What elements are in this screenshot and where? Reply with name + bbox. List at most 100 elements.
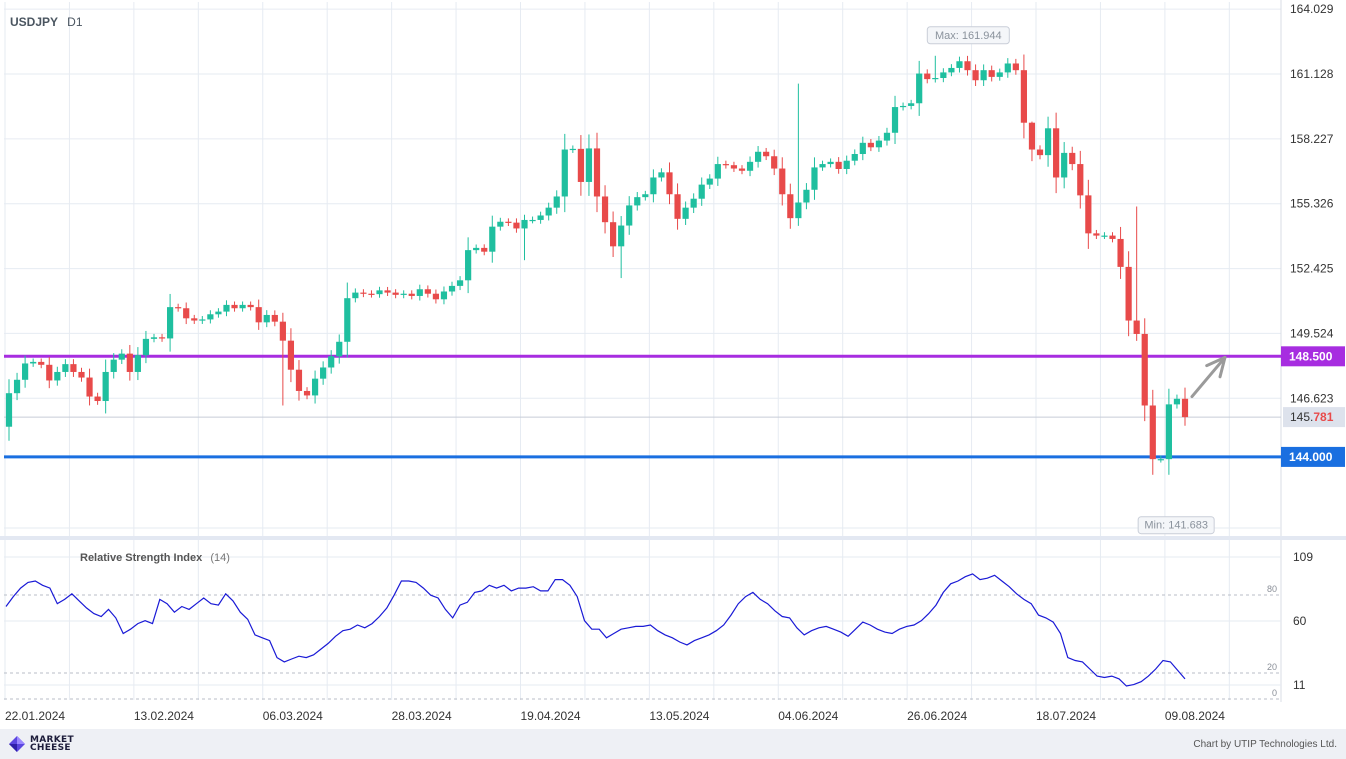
candle bbox=[1004, 58, 1011, 78]
candle bbox=[1044, 116, 1052, 167]
candle-body bbox=[255, 307, 262, 323]
y-tick-label: 158.227 bbox=[1290, 132, 1334, 146]
candle-body bbox=[513, 222, 520, 229]
candle bbox=[553, 190, 560, 214]
candle-body bbox=[62, 364, 69, 372]
candle bbox=[295, 360, 303, 401]
candle-body bbox=[561, 149, 568, 197]
y-tick-label: 161.128 bbox=[1290, 67, 1334, 81]
candle bbox=[118, 349, 125, 365]
candle bbox=[682, 201, 689, 225]
candle bbox=[787, 183, 794, 229]
candle-body bbox=[1004, 63, 1011, 73]
x-tick-label: 26.06.2024 bbox=[907, 709, 967, 723]
candle bbox=[263, 310, 270, 328]
candle bbox=[859, 136, 866, 161]
candle bbox=[948, 64, 955, 77]
candle bbox=[1020, 54, 1028, 139]
rsi-tick-label: 11 bbox=[1293, 678, 1306, 692]
candle-body bbox=[215, 311, 222, 315]
candle bbox=[883, 127, 891, 146]
candle bbox=[698, 177, 705, 206]
candle-body bbox=[1109, 235, 1116, 239]
candle bbox=[142, 330, 150, 364]
candle-body bbox=[1117, 238, 1124, 267]
rsi-tick-label: 109 bbox=[1293, 550, 1313, 564]
forecast-arrow-head bbox=[1205, 355, 1227, 379]
grid: 164.029 161.128 158.227 155.326 152.425 149.5… bbox=[0, 0, 1346, 723]
candle bbox=[972, 64, 979, 86]
candle-body bbox=[867, 142, 874, 148]
candle-body bbox=[754, 151, 762, 162]
candle bbox=[456, 276, 464, 291]
candle bbox=[988, 65, 995, 82]
candle bbox=[384, 286, 391, 297]
candle bbox=[666, 162, 673, 205]
candle-body bbox=[1077, 164, 1084, 196]
candle-body bbox=[851, 154, 858, 161]
candle bbox=[851, 149, 858, 166]
candle-body bbox=[199, 319, 206, 321]
candle bbox=[706, 174, 713, 189]
candle-body bbox=[875, 140, 883, 148]
candle bbox=[561, 133, 568, 213]
candle bbox=[730, 161, 738, 172]
candle-body bbox=[408, 293, 415, 296]
candle bbox=[827, 158, 834, 168]
candle-body bbox=[859, 142, 866, 155]
candle-body bbox=[1133, 320, 1140, 334]
candle-body bbox=[46, 364, 53, 381]
candle bbox=[1061, 142, 1068, 189]
candle-body bbox=[368, 293, 375, 295]
candle bbox=[537, 211, 544, 224]
candle-body bbox=[1125, 266, 1132, 321]
candle bbox=[899, 102, 907, 111]
candle bbox=[183, 302, 190, 325]
rsi-grid: 109 60 11 80 20 0 bbox=[4, 550, 1313, 700]
candle bbox=[424, 285, 431, 298]
candle-body bbox=[5, 393, 13, 427]
candle bbox=[577, 135, 584, 196]
candle-body bbox=[916, 73, 923, 104]
candle-body bbox=[223, 304, 230, 312]
chart-area[interactable]: 164.029 161.128 158.227 155.326 152.425 149.5… bbox=[0, 0, 1346, 729]
forecast-arrow-shaft bbox=[1190, 355, 1227, 399]
candle-body bbox=[908, 103, 915, 106]
candle bbox=[779, 157, 786, 206]
candle bbox=[1181, 387, 1189, 426]
candle bbox=[166, 293, 174, 352]
candle bbox=[199, 316, 206, 324]
candle-body bbox=[843, 160, 850, 169]
candle bbox=[601, 185, 609, 234]
candle-body bbox=[803, 189, 810, 203]
candle-body bbox=[158, 337, 166, 339]
candle bbox=[158, 333, 166, 342]
level-lines: 148.500 144.000 145.781 bbox=[4, 346, 1345, 467]
candle-body bbox=[1181, 398, 1189, 418]
current-price-tag bbox=[1283, 407, 1345, 428]
candle bbox=[618, 216, 625, 279]
x-tick-label: 06.03.2024 bbox=[263, 709, 323, 723]
candle bbox=[505, 218, 512, 227]
candle bbox=[408, 290, 415, 300]
candle-body bbox=[183, 308, 190, 319]
candle-body bbox=[303, 390, 311, 396]
y-tick-label: 149.524 bbox=[1290, 326, 1334, 340]
candle bbox=[1036, 145, 1044, 160]
candle-body bbox=[956, 61, 963, 68]
candle-body bbox=[883, 132, 891, 141]
x-tick-label: 13.02.2024 bbox=[134, 709, 194, 723]
candle bbox=[352, 288, 359, 303]
candle-body bbox=[102, 371, 109, 402]
candle bbox=[763, 147, 770, 161]
candle bbox=[360, 289, 367, 298]
candle-body bbox=[1093, 233, 1100, 236]
candle bbox=[529, 216, 536, 224]
candle bbox=[392, 289, 399, 299]
resistance-level-label: 148.500 bbox=[1289, 349, 1333, 363]
candle-body bbox=[1012, 63, 1019, 71]
candle-body bbox=[384, 290, 391, 293]
candle-body bbox=[601, 196, 609, 223]
max-label-box bbox=[926, 26, 1010, 45]
candle bbox=[811, 157, 818, 200]
